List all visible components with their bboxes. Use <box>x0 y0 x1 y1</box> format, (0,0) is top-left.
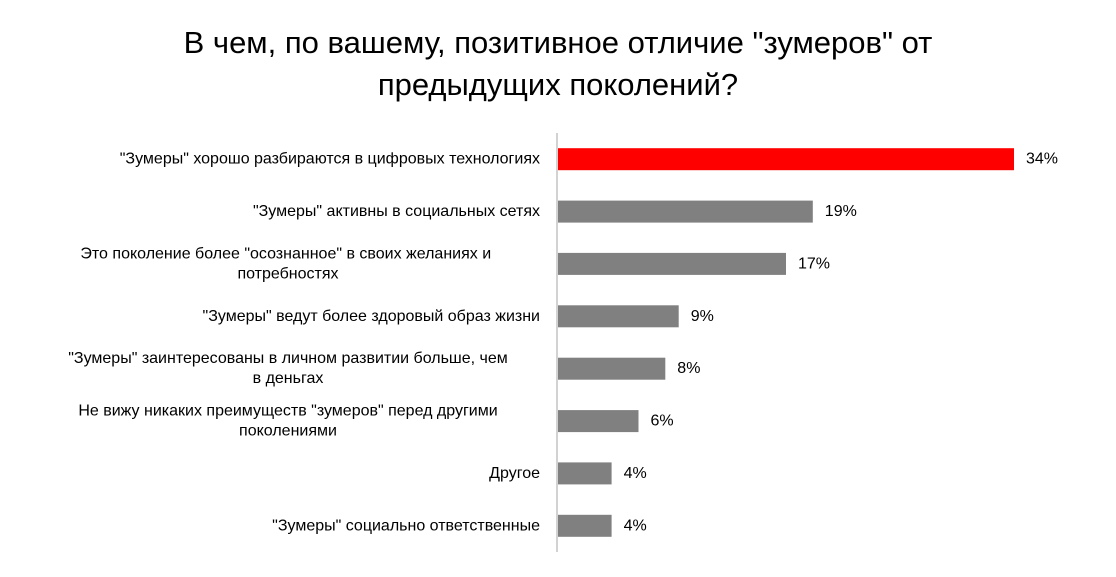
category-label-4: "Зумеры" заинтересованы в личном развити… <box>68 350 508 387</box>
category-label-3: "Зумеры" ведут более здоровый образ жизн… <box>203 308 540 325</box>
category-label-2: Это поколение более "осознанное" в своих… <box>80 245 495 282</box>
category-label-4-line-0: "Зумеры" заинтересованы в личном развити… <box>68 350 508 367</box>
value-label-6: 4% <box>624 465 647 482</box>
chart-title: В чем, по вашему, позитивное отличие "зу… <box>0 22 1116 106</box>
bar-2 <box>558 252 786 275</box>
chart-title-line-2: предыдущих поколений? <box>377 67 739 102</box>
category-label-7: "Зумеры" социально ответственные <box>272 517 540 534</box>
category-label-1-line-0: "Зумеры" активны в социальных сетях <box>253 203 540 220</box>
category-label-6: Другое <box>489 465 540 482</box>
category-label-4-line-1: в деньгах <box>253 370 324 387</box>
category-label-0-line-0: "Зумеры" хорошо разбираются в цифровых т… <box>120 151 540 168</box>
value-label-1: 19% <box>825 203 857 220</box>
bar-1 <box>558 200 813 223</box>
bar-5 <box>558 410 639 433</box>
category-label-1: "Зумеры" активны в социальных сетях <box>253 203 540 220</box>
bars-layer: 34% "Зумеры" хорошо разбираются в цифровы… <box>68 148 1058 537</box>
value-label-3: 9% <box>691 308 714 325</box>
value-label-5: 6% <box>651 413 674 430</box>
bar-6 <box>558 462 612 485</box>
value-label-7: 4% <box>624 517 647 534</box>
category-label-5-line-1: поколениями <box>239 423 337 440</box>
bar-7 <box>558 514 612 537</box>
value-label-2: 17% <box>798 255 830 272</box>
category-label-5: Не вижу никаких преимуществ "зумеров" пе… <box>78 403 497 440</box>
category-label-5-line-0: Не вижу никаких преимуществ "зумеров" пе… <box>78 403 497 420</box>
category-label-0: "Зумеры" хорошо разбираются в цифровых т… <box>120 151 540 168</box>
value-label-4: 8% <box>677 360 700 377</box>
bar-0 <box>558 148 1014 171</box>
category-label-7-line-0: "Зумеры" социально ответственные <box>272 517 540 534</box>
bar-3 <box>558 305 679 328</box>
chart-title-line-1: В чем, по вашему, позитивное отличие "зу… <box>183 25 933 60</box>
category-label-2-line-0: Это поколение более "осознанное" в своих… <box>80 245 495 262</box>
category-label-3-line-0: "Зумеры" ведут более здоровый образ жизн… <box>203 308 540 325</box>
category-label-2-line-1: потребностях <box>237 265 338 282</box>
value-label-0: 34% <box>1026 151 1058 168</box>
category-label-6-line-0: Другое <box>489 465 540 482</box>
bar-4 <box>558 357 666 380</box>
